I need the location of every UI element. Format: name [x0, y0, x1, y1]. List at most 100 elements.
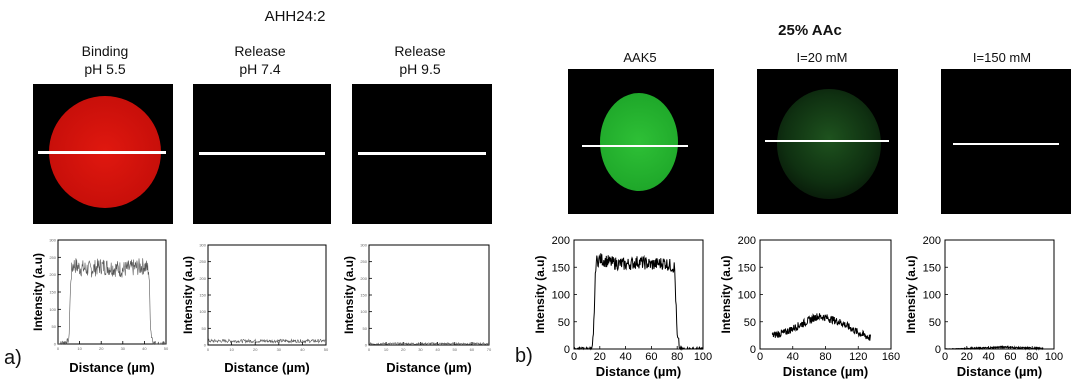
x-axis-label: Distance (µm)	[386, 360, 472, 375]
plot-frame	[759, 239, 892, 350]
chart-2: 0 10 20 30 40 50 0 50 100 150 200 250 300 Distance (µ…	[181, 243, 329, 376]
x-tick-label: 20	[961, 351, 973, 363]
panel-a-col2-label: Release pH 7.4	[200, 42, 320, 78]
y-tick-label: 150	[199, 293, 206, 298]
x-tick-label: 60	[470, 347, 475, 352]
scan-line	[582, 145, 688, 147]
micrograph-release-9-5	[352, 84, 492, 224]
panel-b-letter: b)	[515, 345, 533, 367]
plot-frame	[368, 244, 490, 346]
panel-b-col3-label: I=150 mM	[972, 50, 1032, 65]
y-axis-label: Intensity (a.u)	[342, 256, 356, 334]
x-tick-label: 0	[57, 346, 60, 351]
droplet	[777, 89, 881, 199]
scan-line	[199, 152, 325, 155]
series-line	[771, 313, 871, 341]
plot-frame	[944, 239, 1055, 350]
chart-3: 0 10 20 30 40 50 60 70 0 50 100 150 200 250 300 Distanc…	[342, 243, 492, 376]
y-tick-label: 0	[564, 344, 570, 356]
y-axis-label: Intensity (a.u)	[904, 255, 918, 333]
x-tick-label: 30	[418, 347, 423, 352]
panel-a-col1-label-line1: Binding	[81, 43, 129, 59]
x-axis-label: Distance (µm)	[596, 364, 682, 379]
x-tick-label: 120	[849, 351, 867, 363]
x-tick-label: 80	[671, 351, 683, 363]
chart-4: 0 20 40 60 80 100 0 50 100 150 200 Distance (µm) Int…	[533, 235, 712, 379]
x-tick-label: 50	[164, 346, 169, 351]
panel-a-group-title: AHH24:2	[264, 8, 326, 25]
y-tick-label: 100	[199, 309, 206, 314]
panel-a-col3-label-line1: Release	[394, 43, 446, 59]
y-axis-label: Intensity (a.u)	[31, 253, 45, 331]
scan-line	[953, 143, 1059, 145]
y-tick-label: 150	[552, 262, 570, 274]
y-tick-label: 50	[929, 317, 941, 329]
y-tick-label: 150	[49, 290, 56, 295]
x-tick-label: 50	[324, 347, 329, 352]
panel-a-col3-label: Release pH 9.5	[360, 42, 480, 78]
y-tick-label: 0	[54, 342, 57, 347]
droplet	[600, 93, 678, 191]
x-tick-label: 10	[77, 346, 82, 351]
panel-b-group-title: 25% AAc	[778, 22, 842, 39]
panel-a-col1-label-line2: pH 5.5	[84, 61, 126, 77]
y-tick-label: 50	[52, 324, 57, 329]
panel-a-col1-label: Binding pH 5.5	[45, 42, 165, 78]
x-tick-label: 60	[1004, 351, 1016, 363]
x-tick-label: 160	[882, 351, 900, 363]
series-line	[944, 344, 1044, 351]
y-tick-label: 0	[935, 344, 941, 356]
x-tick-label: 0	[207, 347, 210, 352]
x-tick-label: 20	[253, 347, 258, 352]
x-tick-label: 10	[229, 347, 234, 352]
y-tick-label: 50	[744, 317, 756, 329]
y-tick-label: 300	[199, 243, 206, 248]
scan-line	[765, 140, 889, 142]
scan-line	[358, 152, 486, 155]
series-line	[573, 253, 704, 351]
y-tick-label: 50	[363, 326, 368, 331]
y-tick-label: 200	[360, 276, 367, 281]
y-axis-label: Intensity (a.u)	[181, 256, 195, 334]
plot-frame	[207, 244, 327, 346]
scan-line	[38, 151, 166, 154]
panel-b-col2-label: I=20 mM	[796, 50, 848, 65]
x-axis-label: Distance (µm)	[69, 360, 155, 375]
x-tick-label: 40	[982, 351, 994, 363]
y-tick-label: 0	[750, 344, 756, 356]
x-tick-label: 20	[99, 346, 104, 351]
y-tick-label: 0	[365, 343, 368, 348]
y-tick-label: 50	[558, 317, 570, 329]
x-tick-label: 10	[384, 347, 389, 352]
x-axis-label: Distance (µm)	[783, 364, 869, 379]
panel-a-col3-label-line2: pH 9.5	[399, 61, 441, 77]
x-tick-label: 70	[487, 347, 492, 352]
y-tick-label: 250	[49, 255, 56, 260]
x-tick-label: 100	[1045, 351, 1063, 363]
panel-a-col2-label-line1: Release	[234, 43, 286, 59]
micrograph-aak5	[568, 69, 714, 214]
y-tick-label: 300	[360, 243, 367, 248]
y-tick-label: 300	[49, 238, 56, 243]
x-axis-label: Distance (µm)	[957, 364, 1043, 379]
y-axis-label: Intensity (a.u)	[719, 255, 733, 333]
x-tick-label: 40	[787, 351, 799, 363]
x-tick-label: 0	[757, 351, 763, 363]
x-tick-label: 30	[121, 346, 126, 351]
panel-a-letter: a)	[4, 347, 22, 369]
series-line	[368, 341, 490, 346]
x-tick-label: 30	[277, 347, 282, 352]
x-tick-label: 80	[1026, 351, 1038, 363]
x-tick-label: 20	[401, 347, 406, 352]
y-tick-label: 100	[49, 307, 56, 312]
y-tick-label: 150	[360, 293, 367, 298]
y-tick-label: 200	[923, 235, 941, 247]
x-tick-label: 50	[452, 347, 457, 352]
panel-b-col1-label: AAK5	[623, 50, 657, 65]
panel-a-col2-label-line2: pH 7.4	[239, 61, 281, 77]
y-tick-label: 150	[738, 262, 756, 274]
micrograph-i20	[757, 69, 898, 214]
y-tick-label: 100	[923, 290, 941, 302]
micrograph-binding	[33, 84, 173, 224]
